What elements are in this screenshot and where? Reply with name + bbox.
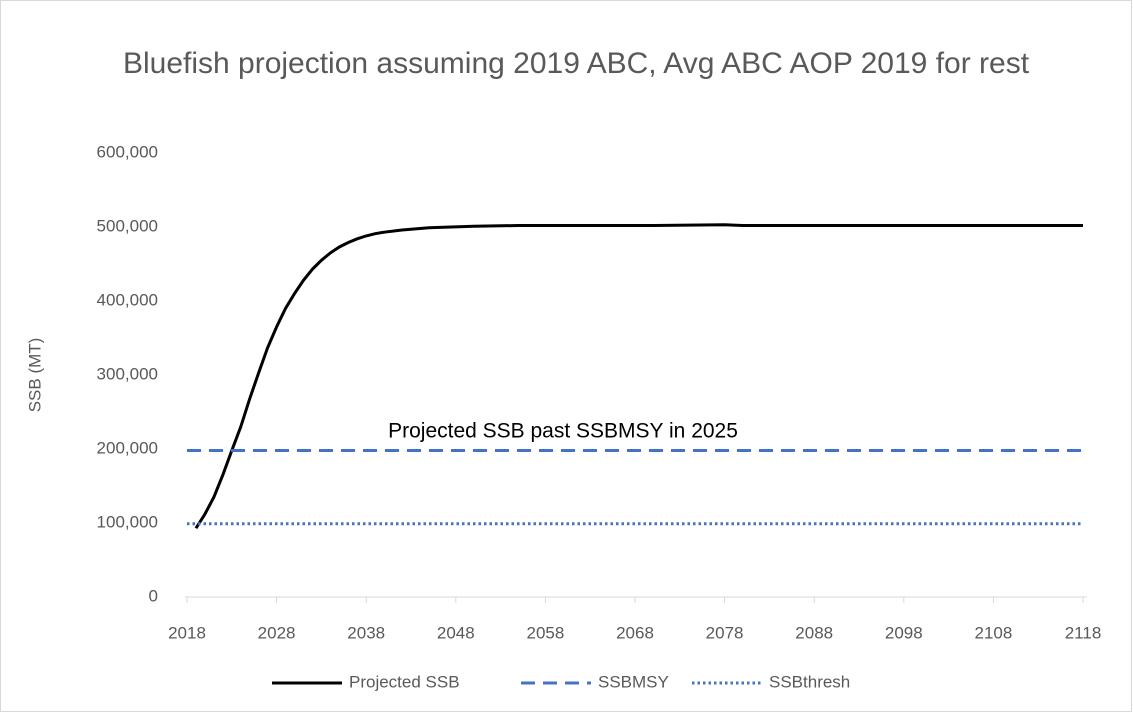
x-tick-label: 2088 — [795, 623, 833, 642]
y-axis-label: SSB (MT) — [25, 338, 44, 413]
legend-label: Projected SSB — [349, 672, 460, 691]
x-tick-label: 2068 — [616, 623, 654, 642]
x-tick-label: 2098 — [885, 623, 923, 642]
y-tick-label: 600,000 — [97, 142, 158, 161]
legend-label: SSBthresh — [769, 672, 850, 691]
chart-title: Bluefish projection assuming 2019 ABC, A… — [122, 47, 1030, 80]
y-tick-label: 0 — [149, 586, 158, 605]
x-tick-label: 2018 — [168, 623, 206, 642]
x-tick-label: 2048 — [437, 623, 475, 642]
line-series — [194, 223, 1083, 529]
x-tick-label: 2118 — [1065, 623, 1102, 642]
y-tick-label: 400,000 — [97, 290, 158, 309]
y-tick-label: 300,000 — [97, 364, 158, 383]
annotation: Projected SSB past SSBMSY in 2025 — [388, 420, 738, 443]
y-tick-label: 200,000 — [97, 438, 158, 457]
x-tick-label: 2038 — [347, 623, 385, 642]
y-tick-label: 100,000 — [97, 512, 158, 531]
x-tick-label: 2108 — [974, 623, 1012, 642]
legend-label: SSBMSY — [598, 672, 669, 691]
x-tick-label: 2028 — [258, 623, 296, 642]
x-tick-label: 2058 — [526, 623, 564, 642]
y-tick-label: 500,000 — [97, 216, 158, 235]
x-tick-label: 2078 — [706, 623, 744, 642]
